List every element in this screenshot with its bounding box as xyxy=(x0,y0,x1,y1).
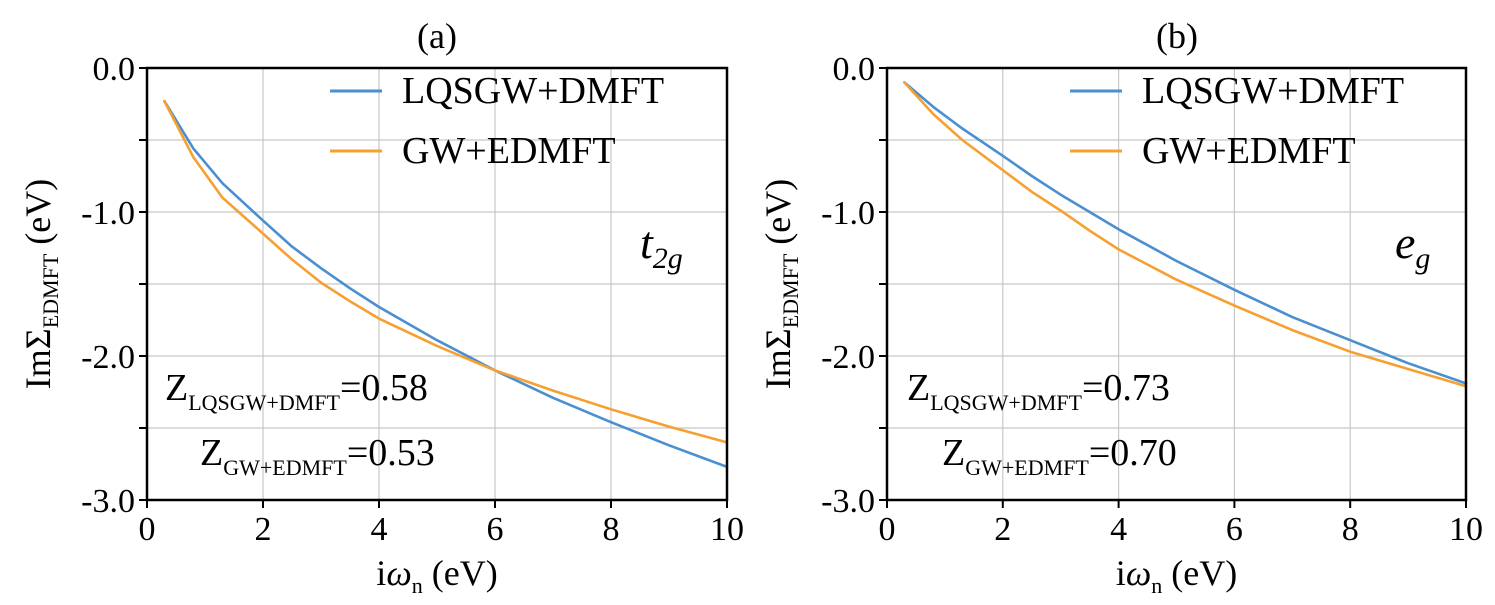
z-annotation-base: Z xyxy=(907,367,930,409)
y-tick-label: -3.0 xyxy=(821,483,875,520)
z-annotation-value: =0.73 xyxy=(1082,367,1170,409)
y-axis-label: ImΣEDMFT (eV) xyxy=(18,179,63,389)
x-axis-label-sub: n xyxy=(1151,573,1162,598)
y-axis-label-sub: EDMFT xyxy=(38,253,63,328)
panel-a: 0 2 4 6 8 100.0-1.0-2.0-3.0(a)iωn (eV)ImΣEDMF… xyxy=(18,16,744,598)
legend-label: GW+EDMFT xyxy=(402,130,616,172)
orbital-label-base: t xyxy=(640,217,654,268)
x-axis-label-sub: n xyxy=(412,573,423,598)
y-axis-label-prefix: ImΣ xyxy=(18,328,58,389)
y-tick-label: -1.0 xyxy=(821,195,875,232)
x-tick-label: 2 xyxy=(994,511,1011,548)
y-axis-label: ImΣEDMFT (eV) xyxy=(758,179,803,389)
y-tick-label: -2.0 xyxy=(821,339,875,376)
z-annotation-value: =0.58 xyxy=(340,367,428,409)
z-annotation: ZLQSGW+DMFT=0.73 xyxy=(907,367,1170,415)
x-axis-label-prefix: i xyxy=(1116,553,1126,593)
x-tick-label: 10 xyxy=(710,511,744,548)
x-axis-label-suffix: (eV) xyxy=(1162,553,1237,593)
x-tick-label: 0 xyxy=(139,511,156,548)
z-annotation-sub: GW+EDMFT xyxy=(223,455,347,480)
x-tick-label: 4 xyxy=(1110,511,1127,548)
z-annotation-sub: LQSGW+DMFT xyxy=(188,390,340,415)
x-tick-label: 8 xyxy=(603,511,620,548)
y-tick-label: -2.0 xyxy=(81,339,135,376)
x-tick-label: 10 xyxy=(1449,511,1483,548)
legend-label: GW+EDMFT xyxy=(1142,130,1356,172)
x-axis-label: iωn (eV) xyxy=(1116,553,1237,598)
x-tick-label: 6 xyxy=(487,511,504,548)
x-axis-label-omega: ω xyxy=(1126,553,1151,593)
z-annotation: ZGW+EDMFT=0.53 xyxy=(200,432,435,480)
z-annotation-value: =0.70 xyxy=(1089,432,1177,474)
z-annotation-base: Z xyxy=(165,367,188,409)
y-tick-label: 0.0 xyxy=(93,51,136,88)
x-axis-label: iωn (eV) xyxy=(376,553,497,598)
z-annotation-base: Z xyxy=(942,432,965,474)
series-line-gw-edmft xyxy=(903,81,1468,388)
y-axis-label-sub: EDMFT xyxy=(778,253,803,328)
orbital-label: t2g xyxy=(640,217,683,275)
series-line-gw-edmft xyxy=(163,99,729,444)
series-line-lqsgw-dmft xyxy=(903,81,1468,385)
orbital-label-base: e xyxy=(1395,217,1415,268)
orbital-label: eg xyxy=(1395,217,1430,275)
z-annotation-sub: GW+EDMFT xyxy=(965,455,1089,480)
x-tick-label: 8 xyxy=(1342,511,1359,548)
y-axis-label-suffix: (eV) xyxy=(18,179,58,254)
x-tick-label: 0 xyxy=(879,511,896,548)
y-tick-label: -1.0 xyxy=(81,195,135,232)
y-tick-label: -3.0 xyxy=(81,483,135,520)
x-tick-label: 2 xyxy=(255,511,272,548)
x-tick-label: 6 xyxy=(1226,511,1243,548)
z-annotation-value: =0.53 xyxy=(347,432,435,474)
y-axis-label-prefix: ImΣ xyxy=(758,328,798,389)
legend-label: LQSGW+DMFT xyxy=(1142,70,1404,112)
x-axis-label-prefix: i xyxy=(376,553,386,593)
z-annotation-base: Z xyxy=(200,432,223,474)
x-tick-label: 4 xyxy=(371,511,388,548)
orbital-label-sub: 2g xyxy=(653,242,683,275)
z-annotation: ZGW+EDMFT=0.70 xyxy=(942,432,1177,480)
legend-label: LQSGW+DMFT xyxy=(402,70,664,112)
x-axis-label-suffix: (eV) xyxy=(423,553,498,593)
series-line-lqsgw-dmft xyxy=(163,99,729,469)
panel-title: (b) xyxy=(1156,16,1198,56)
z-annotation: ZLQSGW+DMFT=0.58 xyxy=(165,367,428,415)
orbital-label-sub: g xyxy=(1415,242,1430,275)
y-tick-label: 0.0 xyxy=(833,51,876,88)
x-axis-label-omega: ω xyxy=(386,553,411,593)
panel-title: (a) xyxy=(417,16,457,56)
y-axis-label-suffix: (eV) xyxy=(758,179,798,254)
z-annotation-sub: LQSGW+DMFT xyxy=(930,390,1082,415)
panel-b: 0 2 4 6 8 100.0-1.0-2.0-3.0(b)iωn (eV)ImΣEDMF… xyxy=(758,16,1483,598)
